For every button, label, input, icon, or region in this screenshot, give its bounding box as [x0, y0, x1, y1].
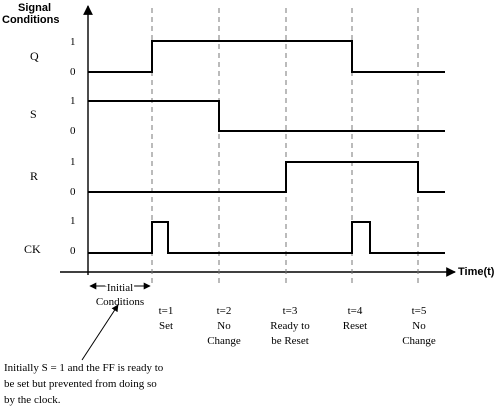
r-low-label: 0	[70, 186, 76, 198]
r-high-label: 1	[70, 156, 76, 168]
event-t3-label: t=3	[283, 305, 298, 317]
ck-low-label: 0	[70, 245, 76, 257]
event-t3-desc1: Ready to	[270, 320, 310, 332]
y-axis-title-line1: Signal	[18, 2, 51, 14]
ck-high-label: 1	[70, 215, 76, 227]
signal-name-r: R	[30, 169, 38, 183]
s-low-label: 0	[70, 125, 76, 137]
event-t2-desc2: Change	[207, 335, 241, 347]
ck-waveform	[88, 221, 445, 254]
event-t5-label: t=5	[412, 305, 427, 317]
event-t1-desc1: Set	[159, 320, 173, 332]
signal-name-s: S	[30, 107, 37, 121]
r-waveform	[88, 161, 445, 193]
event-t5-desc1: No	[412, 320, 426, 332]
event-t2-label: t=2	[217, 305, 232, 317]
signal-name-ck: CK	[24, 242, 41, 256]
initial-conditions-line2: Conditions	[96, 296, 144, 308]
event-t3-desc2: be Reset	[271, 335, 309, 347]
signal-name-q: Q	[30, 49, 39, 63]
event-t4-label: t=4	[348, 305, 363, 317]
q-low-label: 0	[70, 66, 76, 78]
event-t2-desc1: No	[217, 320, 231, 332]
s-high-label: 1	[70, 95, 76, 107]
note-line3: by the clock.	[4, 394, 61, 406]
y-axis-title-line2: Conditions	[2, 14, 59, 26]
note-line1: Initially S = 1 and the FF is ready to	[4, 362, 164, 374]
note-line2: be set but prevented from doing so	[4, 378, 157, 390]
event-t5-desc2: Change	[402, 335, 436, 347]
note-arrow	[81, 304, 119, 361]
initial-conditions-line1: Initial	[107, 282, 133, 294]
x-axis-title: Time(t)	[458, 266, 495, 278]
event-t4-desc1: Reset	[343, 320, 367, 332]
q-high-label: 1	[70, 36, 76, 48]
s-waveform	[88, 100, 445, 132]
q-waveform	[88, 40, 445, 73]
event-t1-label: t=1	[159, 305, 174, 317]
